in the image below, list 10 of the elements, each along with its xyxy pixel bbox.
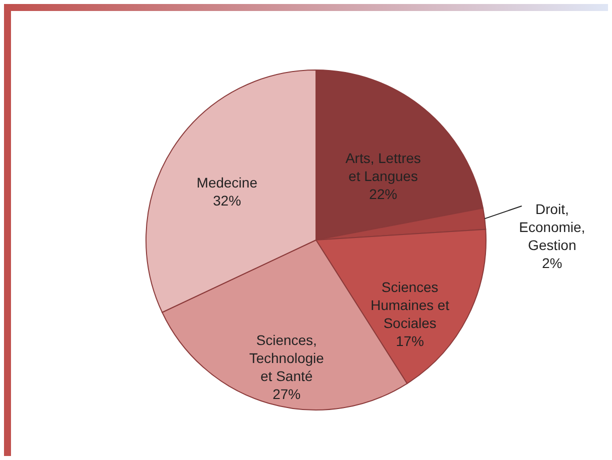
data-label: 32% — [212, 192, 242, 209]
data-label: 27% — [272, 386, 301, 402]
data-label: 17% — [396, 332, 424, 349]
slice-label: Medecine — [196, 174, 258, 191]
slice-label: Sciences, Technologie et Santé — [249, 332, 324, 384]
data-label: 22% — [369, 186, 398, 202]
slice-label: Droit, Economie, Gestion — [519, 201, 586, 254]
slice-label: Arts, Lettres et Langues — [345, 150, 421, 184]
data-label: 2% — [542, 255, 562, 272]
slice-label: Sciences Humaines et Sociales — [370, 278, 450, 331]
